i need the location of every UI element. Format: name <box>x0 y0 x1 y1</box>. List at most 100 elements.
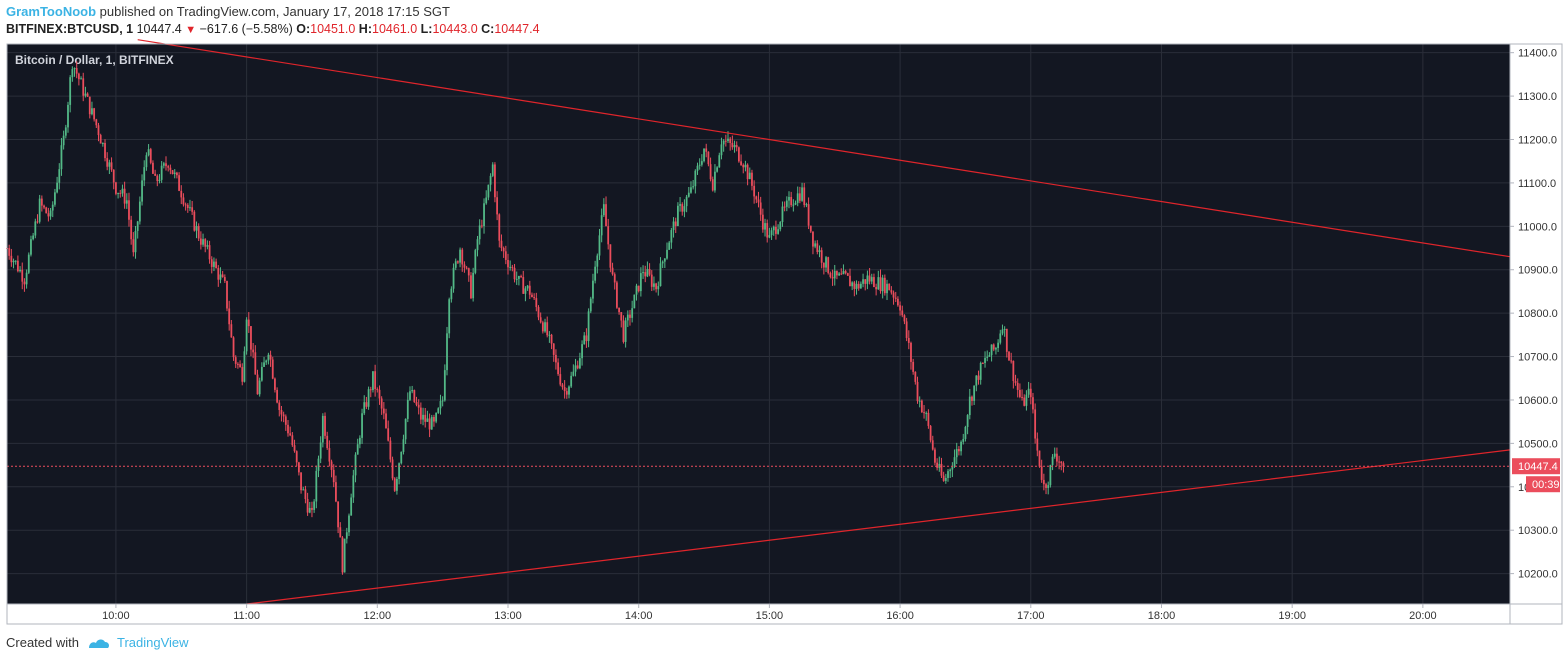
candle <box>245 317 248 355</box>
candle <box>681 202 684 216</box>
candle <box>792 199 795 212</box>
candle <box>964 425 967 442</box>
candle <box>1023 394 1026 407</box>
candle <box>199 231 202 250</box>
candle <box>158 174 161 184</box>
candle <box>984 351 986 368</box>
candle <box>827 256 830 275</box>
candle <box>411 385 414 394</box>
candle <box>391 456 394 481</box>
candle <box>866 270 869 290</box>
candle <box>875 283 878 296</box>
candle <box>598 228 601 261</box>
candle <box>263 356 265 368</box>
candle <box>435 412 438 424</box>
candle <box>975 375 978 392</box>
candle <box>709 157 712 182</box>
candle <box>561 382 564 390</box>
candle <box>197 223 200 242</box>
candle <box>711 176 714 192</box>
candle <box>849 268 851 287</box>
candle <box>572 364 575 377</box>
low-label: L: <box>420 22 433 36</box>
candle <box>838 271 840 276</box>
trendlines[interactable] <box>7 39 1511 605</box>
candle <box>193 210 196 232</box>
candle <box>426 410 429 422</box>
candle <box>300 472 302 494</box>
candle <box>637 285 640 293</box>
x-tick-label: 19:00 <box>1278 610 1306 622</box>
candle <box>528 280 531 299</box>
candle <box>23 278 26 292</box>
author-link[interactable]: GramTooNoob <box>6 4 97 19</box>
candle <box>274 377 276 393</box>
candle <box>1051 454 1054 471</box>
x-tick-label: 17:00 <box>1017 610 1045 622</box>
candle <box>36 214 39 224</box>
candle <box>369 386 372 398</box>
candle <box>226 280 228 312</box>
chart-frame <box>6 43 1563 625</box>
candle <box>842 264 845 275</box>
candle <box>1056 447 1058 466</box>
candle <box>221 271 224 278</box>
candle <box>302 486 305 491</box>
candle <box>737 146 740 163</box>
candle <box>463 261 466 273</box>
candle <box>202 233 204 247</box>
candle <box>539 312 542 324</box>
candle <box>82 72 85 102</box>
candle <box>348 513 350 537</box>
close-label: C: <box>481 22 495 36</box>
candle <box>788 191 790 209</box>
candle <box>43 204 45 210</box>
candle <box>437 407 440 414</box>
candle <box>966 414 969 435</box>
y-tick-label: 10200.0 <box>1518 569 1558 581</box>
candle <box>169 164 172 175</box>
candle <box>256 369 259 395</box>
candle <box>1016 378 1019 398</box>
y-tick-label: 10500.0 <box>1518 438 1558 450</box>
candle <box>115 181 117 196</box>
candle <box>907 330 910 350</box>
candle <box>189 199 191 211</box>
candle <box>335 475 337 503</box>
y-tick-label: 10700.0 <box>1518 352 1558 364</box>
candle <box>374 364 377 397</box>
candle <box>99 133 102 144</box>
tradingview-brand[interactable]: TradingView <box>87 635 189 650</box>
candle <box>541 320 544 334</box>
candle <box>337 501 339 534</box>
candle <box>287 420 289 437</box>
candle <box>851 281 854 291</box>
candle <box>1010 352 1013 364</box>
candle <box>428 413 431 438</box>
candle <box>775 220 777 240</box>
candle <box>931 435 934 451</box>
candle <box>626 310 629 328</box>
candle <box>441 396 444 407</box>
candle <box>801 182 803 202</box>
candle <box>25 269 28 289</box>
candle <box>846 272 849 277</box>
candle <box>97 122 100 142</box>
candle <box>49 207 52 220</box>
candle <box>840 268 843 276</box>
candle <box>864 279 867 291</box>
candle <box>141 174 143 206</box>
candle <box>269 350 272 367</box>
candle <box>60 137 63 176</box>
candle <box>252 342 255 359</box>
candle <box>563 380 566 399</box>
candle <box>247 312 250 333</box>
candle <box>110 157 113 172</box>
candle <box>700 154 703 167</box>
candle <box>417 399 420 415</box>
last-price-label: 10447.4 <box>1512 458 1560 475</box>
candle <box>694 169 697 194</box>
candle <box>944 473 947 484</box>
candle <box>565 387 568 399</box>
